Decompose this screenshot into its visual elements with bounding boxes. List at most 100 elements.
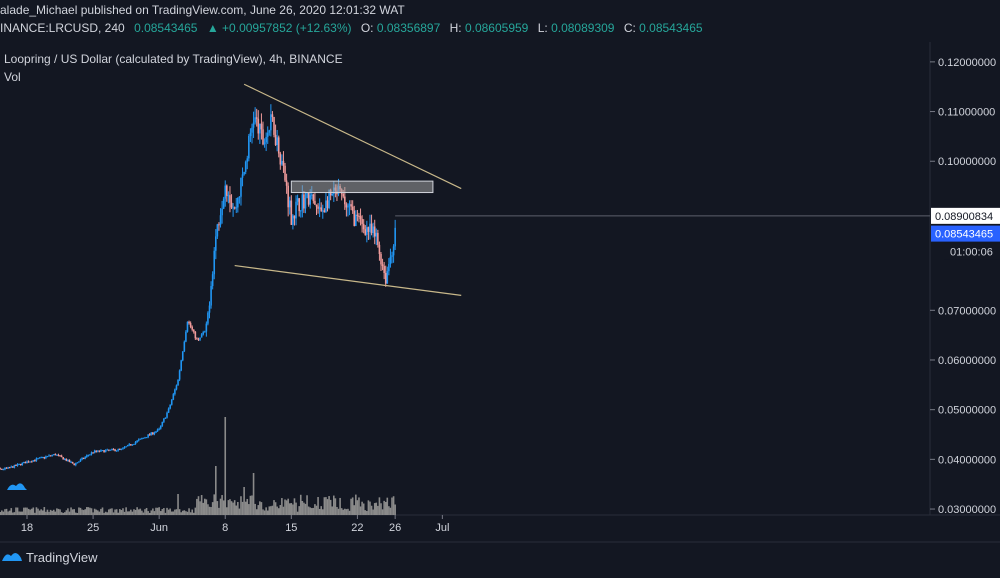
candle-body xyxy=(93,450,96,453)
candle-body xyxy=(133,443,135,445)
trendline[interactable] xyxy=(234,264,462,296)
candle-body xyxy=(161,421,164,426)
volume-bar xyxy=(292,504,294,515)
candle-body xyxy=(292,215,294,225)
trendline[interactable] xyxy=(243,83,462,190)
x-tick-label: 15 xyxy=(285,522,297,534)
candle-body xyxy=(169,404,171,409)
candle-body xyxy=(288,200,291,208)
volume-bar xyxy=(337,508,340,515)
candle-body xyxy=(45,456,47,459)
volume-bar xyxy=(7,511,9,515)
price-axis[interactable]: 0.12000000 0.11000000 0.10000000 0.07000000… xyxy=(930,57,1000,516)
volume-bar xyxy=(389,507,392,515)
candle-body xyxy=(381,264,384,267)
volume-bar xyxy=(222,500,225,515)
volume-bar xyxy=(8,510,11,515)
volume-bar xyxy=(15,507,17,515)
candle-body xyxy=(268,130,271,133)
candle-body xyxy=(71,461,74,464)
volume-bar xyxy=(73,509,75,515)
volume-bar xyxy=(48,511,50,515)
candle-body xyxy=(111,449,113,451)
candle-body xyxy=(262,129,264,145)
volume-bar xyxy=(23,507,25,515)
volume-bar xyxy=(34,512,36,515)
volume-bar xyxy=(40,509,42,515)
candle-body xyxy=(2,469,5,471)
volume-bar xyxy=(78,507,80,515)
candle-body xyxy=(213,250,216,275)
candle-body xyxy=(65,459,68,461)
volume-bar xyxy=(243,487,245,515)
volume-bar xyxy=(111,508,113,515)
volume-bar xyxy=(213,494,216,515)
volume-bar xyxy=(126,511,129,515)
volume-bar xyxy=(271,505,274,515)
candle-body xyxy=(120,448,123,450)
candle-body xyxy=(62,457,64,460)
volume-bar xyxy=(109,508,112,515)
candle-body xyxy=(205,323,208,332)
candle-body xyxy=(211,274,214,287)
volume-bar xyxy=(145,507,148,515)
volume-bar xyxy=(323,497,326,515)
candle-body xyxy=(60,455,63,458)
volume-bar xyxy=(117,512,120,515)
volume-bar xyxy=(372,509,374,515)
candle-body xyxy=(48,455,50,457)
candle-body xyxy=(167,408,170,413)
volume-bar xyxy=(279,505,282,515)
volume-bar xyxy=(232,502,234,515)
volume-bar xyxy=(139,508,142,515)
volume-bar xyxy=(197,496,200,515)
volume-bar xyxy=(98,511,101,515)
candle-body xyxy=(222,198,225,209)
volume-bar xyxy=(296,511,299,515)
candle-body xyxy=(56,454,58,456)
candle-body xyxy=(21,462,24,465)
candle-body xyxy=(92,452,94,454)
volume-bar xyxy=(273,500,275,515)
candle-body xyxy=(119,448,121,450)
candle-body xyxy=(125,446,127,448)
candlestick-series xyxy=(0,104,396,471)
volume-bar xyxy=(38,510,41,515)
volume-bar xyxy=(185,511,187,515)
time-axis[interactable]: 18 25 Jun 8 15 22 26 Jul xyxy=(21,515,450,534)
volume-bar xyxy=(200,495,203,515)
candle-body xyxy=(369,223,371,232)
candle-body xyxy=(248,136,250,159)
candle-body xyxy=(90,452,93,455)
resistance-zone[interactable] xyxy=(290,180,434,194)
series-legend-title[interactable]: Loopring / US Dollar (calculated by Trad… xyxy=(4,52,343,66)
candle-body xyxy=(79,459,82,462)
volume-bar xyxy=(377,505,379,515)
candle-body xyxy=(230,202,233,208)
volume-bar xyxy=(130,509,132,515)
volume-bar xyxy=(19,511,22,515)
candle-body xyxy=(389,256,392,265)
volume-bar xyxy=(97,510,99,515)
volume-legend-label[interactable]: Vol xyxy=(4,70,21,84)
volume-bar xyxy=(315,505,318,515)
candle-body xyxy=(386,271,389,284)
candle-body xyxy=(325,200,327,213)
candle-body xyxy=(87,455,90,457)
candle-body xyxy=(19,463,22,465)
volume-bar xyxy=(295,502,297,515)
volume-bar xyxy=(325,497,327,515)
volume-bar xyxy=(266,510,269,515)
volume-bar xyxy=(304,503,307,515)
low-value: 0.08089309 xyxy=(551,21,615,35)
candle-body xyxy=(274,134,277,146)
candle-body xyxy=(342,193,345,197)
candle-body xyxy=(243,171,245,175)
volume-bar xyxy=(251,495,253,515)
candle-body xyxy=(5,467,8,469)
candle-body xyxy=(84,456,87,459)
volume-bar xyxy=(189,512,192,515)
candle-body xyxy=(252,122,255,128)
volume-bar xyxy=(235,505,238,515)
volume-bar xyxy=(82,510,85,515)
